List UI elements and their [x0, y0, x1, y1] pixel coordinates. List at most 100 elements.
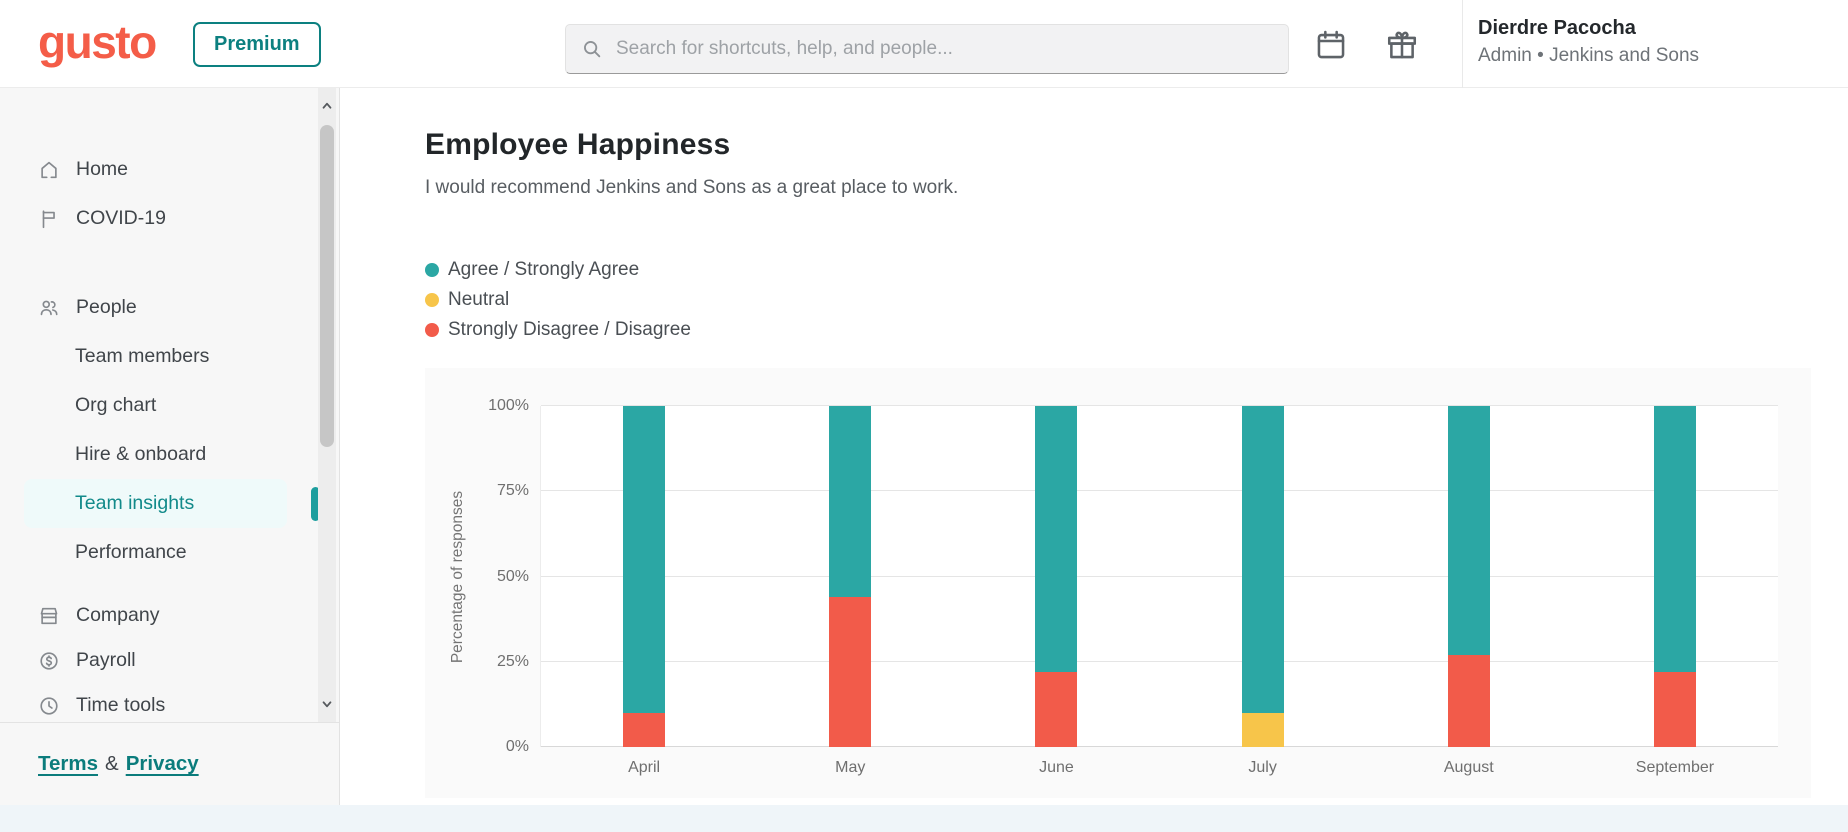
- legend-item-agree-strongly-agree: Agree / Strongly Agree: [425, 255, 1848, 285]
- payroll-icon: [38, 650, 60, 672]
- bar-april: April: [541, 406, 747, 776]
- scroll-down-icon[interactable]: [318, 692, 336, 716]
- happiness-chart: Percentage of responses 0% 25% 50% 75% 100% A…: [425, 368, 1811, 798]
- sidebar-item-label: COVID-19: [76, 207, 166, 229]
- company-icon: [38, 605, 60, 627]
- legend-label: Agree / Strongly Agree: [448, 259, 640, 280]
- bar-september: September: [1572, 406, 1778, 776]
- stacked-bar-august: [1447, 406, 1490, 747]
- global-search[interactable]: [565, 24, 1289, 74]
- clock-icon: [38, 695, 60, 717]
- user-role-company: Admin • Jenkins and Sons: [1478, 45, 1700, 66]
- sidebar-item-label: Performance: [75, 541, 187, 563]
- bar-segment-agree-strongly-agree: [829, 406, 872, 597]
- active-indicator: [311, 486, 320, 521]
- x-label-may: May: [835, 759, 866, 776]
- sidebar-scrollbar[interactable]: [318, 88, 336, 722]
- bar-segment-agree-strongly-agree: [1035, 406, 1078, 672]
- stacked-bar-april: [623, 406, 666, 747]
- stacked-bar-may: [829, 406, 872, 747]
- sidebar-item-people[interactable]: People: [24, 283, 287, 332]
- chart-plot-area: 0% 25% 50% 75% 100% April May June July August Sep…: [488, 397, 1778, 776]
- sidebar-item-org-chart[interactable]: Org chart: [24, 381, 287, 430]
- bar-segment-strongly-disagree-disagree: [1035, 671, 1078, 747]
- page-title: Employee Happiness: [425, 128, 731, 161]
- gift-button[interactable]: [1381, 24, 1423, 66]
- legend-dot-icon: [425, 323, 439, 337]
- sidebar-item-time-tools[interactable]: Time tools: [24, 683, 287, 722]
- bar-segment-strongly-disagree-disagree: [623, 712, 666, 747]
- calendar-icon: [1317, 30, 1345, 59]
- legend-dot-icon: [425, 293, 439, 307]
- home-icon: [38, 159, 60, 181]
- scroll-up-icon[interactable]: [318, 94, 336, 118]
- x-label-september: September: [1635, 759, 1715, 776]
- bar-may: May: [747, 406, 953, 776]
- flag-icon: [38, 208, 60, 230]
- sidebar: Home COVID-19 People Team members Org chart H…: [0, 88, 340, 805]
- user-menu[interactable]: Dierdre Pacocha Admin • Jenkins and Sons: [1478, 17, 1699, 67]
- y-tick-100: 100%: [488, 397, 529, 414]
- x-label-april: April: [628, 759, 661, 776]
- ampersand-text: &: [105, 752, 119, 775]
- legend-item-strongly-disagree-disagree: Strongly Disagree / Disagree: [425, 315, 1848, 345]
- gridline-0: [541, 746, 1778, 747]
- x-label-july: July: [1248, 759, 1277, 776]
- header-divider: [1462, 0, 1463, 88]
- people-icon: [38, 297, 60, 319]
- sidebar-item-payroll[interactable]: Payroll: [24, 638, 287, 683]
- sidebar-footer: Terms & Privacy: [0, 722, 339, 805]
- x-label-june: June: [1039, 759, 1074, 776]
- sidebar-item-company[interactable]: Company: [24, 593, 287, 638]
- scrollbar-thumb[interactable]: [320, 125, 334, 447]
- legend-dot-icon: [425, 263, 439, 277]
- sidebar-item-performance[interactable]: Performance: [24, 528, 287, 577]
- sidebar-item-hire-onboard[interactable]: Hire & onboard: [24, 430, 287, 479]
- sidebar-item-label: Org chart: [75, 394, 157, 416]
- sidebar-item-label: People: [76, 296, 137, 318]
- gusto-logo[interactable]: gusto: [38, 15, 157, 68]
- terms-link[interactable]: Terms: [38, 752, 99, 775]
- legend-label: Neutral: [448, 289, 510, 310]
- top-header: gusto Premium Dierdre Pacocha Admin • Je…: [0, 0, 1848, 88]
- sidebar-item-label: Team members: [75, 345, 210, 367]
- sidebar-item-label: Time tools: [76, 694, 166, 716]
- chart-legend: Agree / Strongly Agree Neutral Strongly Di…: [425, 255, 1848, 345]
- stacked-bar-july: [1241, 406, 1284, 747]
- sidebar-item-label: Home: [76, 158, 129, 180]
- gridline-75: [541, 490, 1778, 492]
- page-subtitle: I would recommend Jenkins and Sons as a …: [425, 177, 959, 198]
- bar-segment-agree-strongly-agree: [623, 406, 666, 713]
- sidebar-item-label: Hire & onboard: [75, 443, 207, 465]
- y-tick-75: 75%: [496, 482, 529, 500]
- premium-badge: Premium: [193, 22, 321, 67]
- y-tick-25: 25%: [496, 652, 529, 670]
- sidebar-item-label: Team insights: [75, 492, 195, 514]
- bar-segment-strongly-disagree-disagree: [1447, 654, 1490, 747]
- sidebar-nav: Home COVID-19 People Team members Org chart H…: [0, 88, 339, 722]
- bar-segment-strongly-disagree-disagree: [1653, 671, 1696, 747]
- bar-segment-agree-strongly-agree: [1653, 406, 1696, 672]
- y-tick-50: 50%: [496, 567, 529, 585]
- sidebar-item-covid-19[interactable]: COVID-19: [24, 194, 287, 243]
- privacy-link[interactable]: Privacy: [125, 752, 199, 775]
- bar-july: July: [1160, 406, 1366, 776]
- bar-segment-neutral: [1241, 712, 1284, 747]
- user-name: Dierdre Pacocha: [1478, 17, 1636, 39]
- sidebar-item-label: Payroll: [76, 649, 136, 671]
- main-content: Employee Happiness I would recommend Jen…: [340, 88, 1848, 805]
- bar-august: August: [1366, 406, 1572, 776]
- bars-container: April May June July August September: [541, 406, 1778, 776]
- sidebar-item-home[interactable]: Home: [24, 145, 287, 194]
- calendar-button[interactable]: [1310, 24, 1352, 66]
- search-input[interactable]: [614, 37, 1273, 61]
- gift-icon: [1387, 31, 1417, 59]
- bar-segment-agree-strongly-agree: [1447, 406, 1490, 655]
- sidebar-item-team-members[interactable]: Team members: [24, 332, 287, 381]
- y-axis-title: Percentage of responses: [449, 490, 466, 663]
- legend-item-neutral: Neutral: [425, 285, 1848, 315]
- gridline-25: [541, 660, 1778, 662]
- y-tick-0: 0%: [505, 738, 529, 755]
- sidebar-item-team-insights[interactable]: Team insights: [24, 479, 320, 528]
- stacked-bar-september: [1653, 406, 1696, 747]
